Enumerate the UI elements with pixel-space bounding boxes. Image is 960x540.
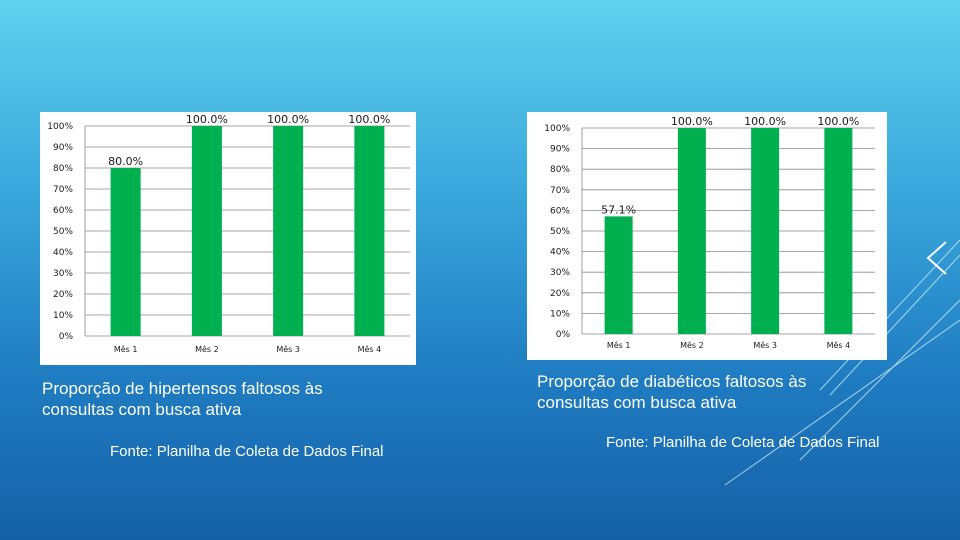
x-tick-label: Mês 4 (358, 344, 382, 354)
y-tick-label: 20% (550, 289, 570, 299)
bar-chart-hipertensos: 0% 10% 20% 30% 40% 50% 60% 70% 80% 90% 100% 80.0% Mê… (47, 113, 410, 354)
x-tick-label: Mês 3 (753, 340, 777, 350)
y-tick-label: 30% (53, 269, 73, 279)
y-tick-label: 0% (556, 330, 571, 340)
data-label: 57.1% (601, 203, 636, 216)
y-tick-label: 80% (53, 164, 73, 174)
data-label: 100.0% (744, 115, 786, 128)
y-tick-label: 70% (53, 185, 73, 195)
y-tick-label: 0% (59, 332, 74, 342)
y-tick-label: 50% (53, 227, 73, 237)
caption-diabeticos: Proporção de diabéticos faltosos às cons… (537, 372, 807, 412)
y-tick-label: 90% (550, 145, 570, 155)
y-tick-label: 20% (53, 290, 73, 300)
bar (604, 216, 633, 334)
x-tick-label: Mês 1 (114, 344, 138, 354)
chart-diabeticos: 0% 10% 20% 30% 40% 50% 60% 70% 80% 90% 100% 57.1% Mê… (527, 112, 887, 360)
y-tick-label: 60% (550, 206, 570, 216)
source-diabeticos: Fonte: Planilha de Coleta de Dados Final (606, 434, 880, 451)
data-label: 100.0% (267, 113, 309, 126)
y-tick-label: 10% (550, 309, 570, 319)
y-tick-label: 70% (550, 186, 570, 196)
x-tick-label: Mês 2 (680, 340, 704, 350)
y-tick-label: 50% (550, 227, 570, 237)
x-tick-label: Mês 3 (276, 344, 300, 354)
bar (273, 126, 304, 336)
chart-hipertensos: 0% 10% 20% 30% 40% 50% 60% 70% 80% 90% 100% 80.0% Mê… (40, 112, 416, 365)
source-hipertensos: Fonte: Planilha de Coleta de Dados Final (110, 443, 384, 460)
bar (191, 126, 222, 336)
data-label: 80.0% (108, 155, 143, 168)
data-label: 100.0% (817, 115, 859, 128)
bar-chart-diabeticos: 0% 10% 20% 30% 40% 50% 60% 70% 80% 90% 100% 57.1% Mê… (544, 115, 875, 350)
bar (110, 168, 141, 336)
y-tick-label: 30% (550, 268, 570, 278)
y-tick-label: 90% (53, 143, 73, 153)
data-label: 100.0% (348, 113, 390, 126)
bar (751, 128, 780, 334)
y-tick-label: 80% (550, 165, 570, 175)
y-tick-label: 40% (550, 248, 570, 258)
chevron-left-icon (926, 241, 947, 275)
y-tick-label: 40% (53, 248, 73, 258)
bar (677, 128, 706, 334)
x-tick-label: Mês 2 (195, 344, 219, 354)
y-tick-label: 60% (53, 206, 73, 216)
caption-hipertensos: Proporção de hipertensos faltosos às con… (42, 379, 323, 419)
bar (354, 126, 385, 336)
x-tick-label: Mês 1 (607, 340, 631, 350)
y-tick-label: 100% (544, 124, 570, 134)
data-label: 100.0% (671, 115, 713, 128)
bar (824, 128, 853, 334)
x-tick-label: Mês 4 (827, 340, 851, 350)
y-tick-label: 10% (53, 311, 73, 321)
data-label: 100.0% (186, 113, 228, 126)
y-tick-label: 100% (47, 122, 73, 132)
